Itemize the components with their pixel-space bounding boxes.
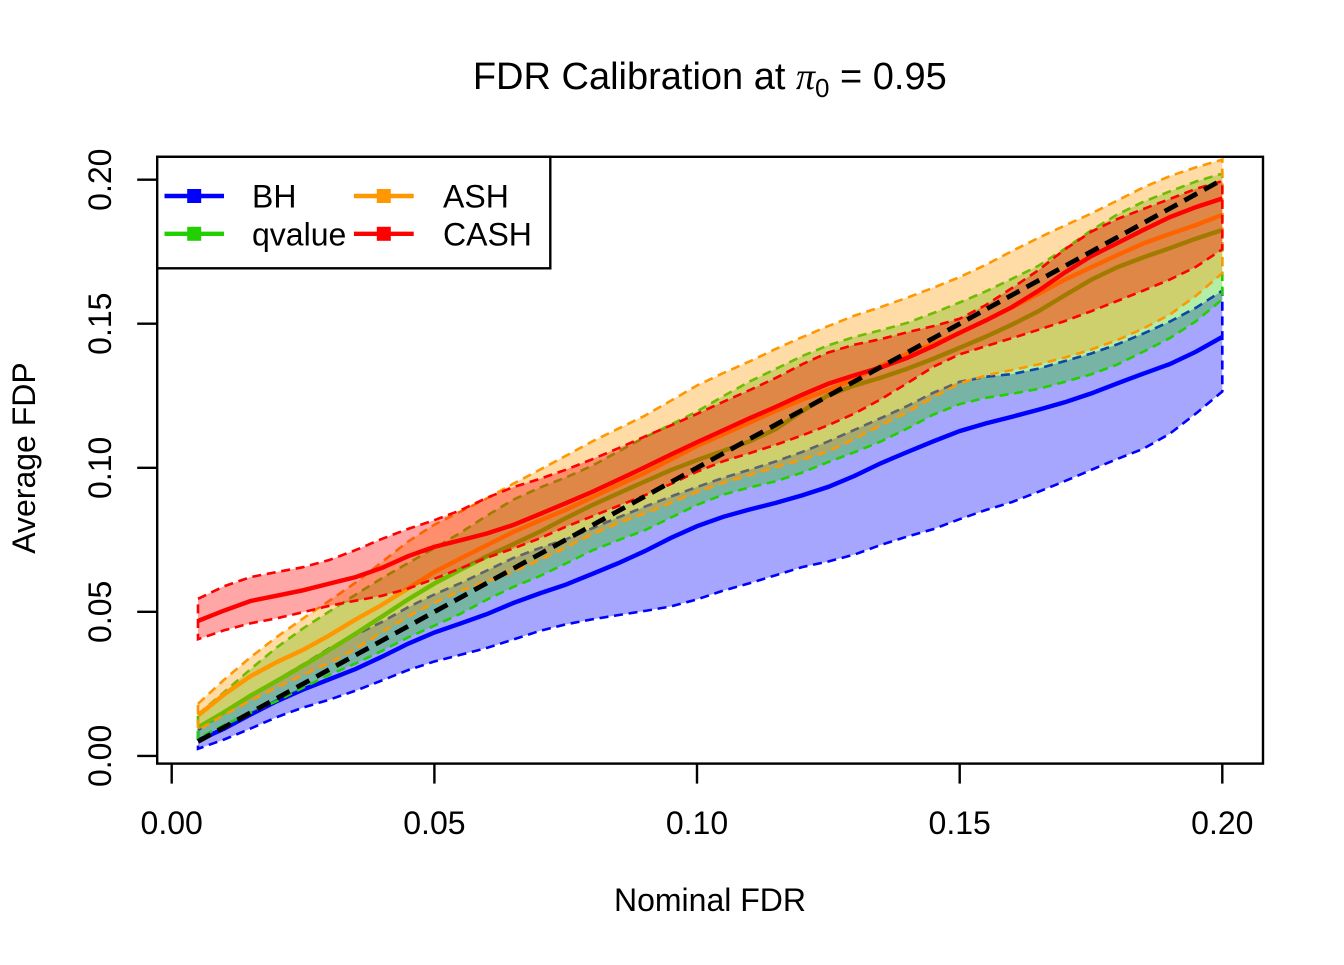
svg-text:0.05: 0.05 (403, 805, 465, 841)
svg-text:BH: BH (252, 179, 296, 215)
svg-text:FDR Calibration at π0 = 0.95: FDR Calibration at π0 = 0.95 (473, 56, 947, 103)
svg-text:0.00: 0.00 (141, 805, 203, 841)
svg-text:0.10: 0.10 (666, 805, 728, 841)
svg-text:0.15: 0.15 (82, 293, 118, 355)
svg-text:0.05: 0.05 (82, 581, 118, 643)
svg-text:0.15: 0.15 (929, 805, 991, 841)
svg-text:qvalue: qvalue (252, 217, 346, 253)
svg-text:0.20: 0.20 (82, 149, 118, 211)
svg-text:0.20: 0.20 (1191, 805, 1253, 841)
svg-text:Nominal FDR: Nominal FDR (614, 882, 806, 918)
svg-text:0.10: 0.10 (82, 437, 118, 499)
svg-text:ASH: ASH (443, 179, 509, 215)
svg-text:0.00: 0.00 (82, 725, 118, 787)
svg-text:Average FDP: Average FDP (6, 362, 42, 554)
svg-text:CASH: CASH (443, 217, 532, 253)
